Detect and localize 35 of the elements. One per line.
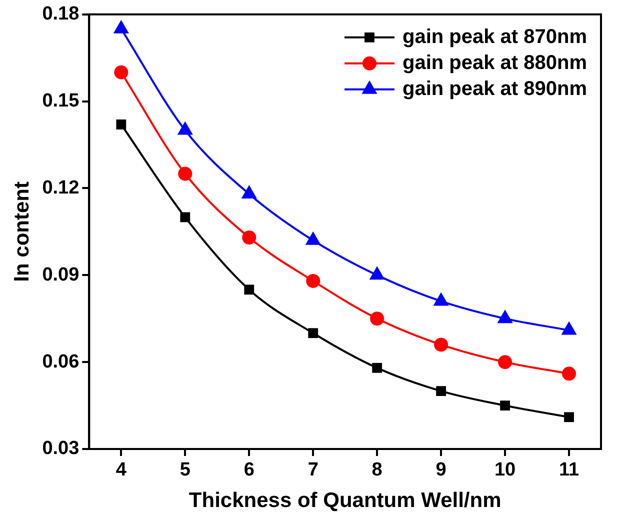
legend-label: gain peak at 890nm bbox=[402, 78, 588, 100]
point bbox=[114, 65, 128, 80]
x-tick-label: 7 bbox=[308, 460, 318, 481]
y-tick-label: 0.09 bbox=[42, 264, 80, 286]
point bbox=[244, 284, 254, 295]
point bbox=[498, 355, 512, 370]
x-axis-title: Thickness of Quantum Well/nm bbox=[188, 489, 502, 512]
x-tick-label: 9 bbox=[436, 460, 446, 481]
x-tick-label: 4 bbox=[116, 460, 127, 481]
point bbox=[180, 212, 190, 222]
point bbox=[116, 120, 126, 130]
point bbox=[434, 338, 448, 352]
point bbox=[370, 312, 384, 326]
point bbox=[436, 386, 446, 396]
x-tick-label: 11 bbox=[558, 460, 580, 481]
point bbox=[372, 362, 382, 373]
legend-label: gain peak at 870nm bbox=[402, 26, 588, 48]
y-tick-label: 0.15 bbox=[42, 90, 80, 112]
x-tick-label: 8 bbox=[372, 460, 382, 481]
x-tick-label: 10 bbox=[494, 460, 516, 481]
x-tick-label: 6 bbox=[244, 460, 254, 481]
point bbox=[562, 366, 576, 381]
point bbox=[306, 274, 320, 288]
y-tick-label: 0.18 bbox=[42, 4, 80, 25]
point bbox=[242, 230, 256, 244]
legend-label: gain peak at 880nm bbox=[402, 52, 588, 74]
y-axis-title: In content bbox=[10, 182, 34, 282]
point bbox=[178, 166, 192, 181]
point bbox=[564, 412, 574, 422]
y-tick-label: 0.06 bbox=[42, 351, 80, 372]
x-tick-label: 5 bbox=[180, 460, 191, 481]
y-tick-label: 0.12 bbox=[42, 177, 80, 198]
y-tick-label: 0.03 bbox=[42, 438, 80, 460]
point bbox=[308, 328, 318, 338]
point bbox=[500, 400, 510, 410]
